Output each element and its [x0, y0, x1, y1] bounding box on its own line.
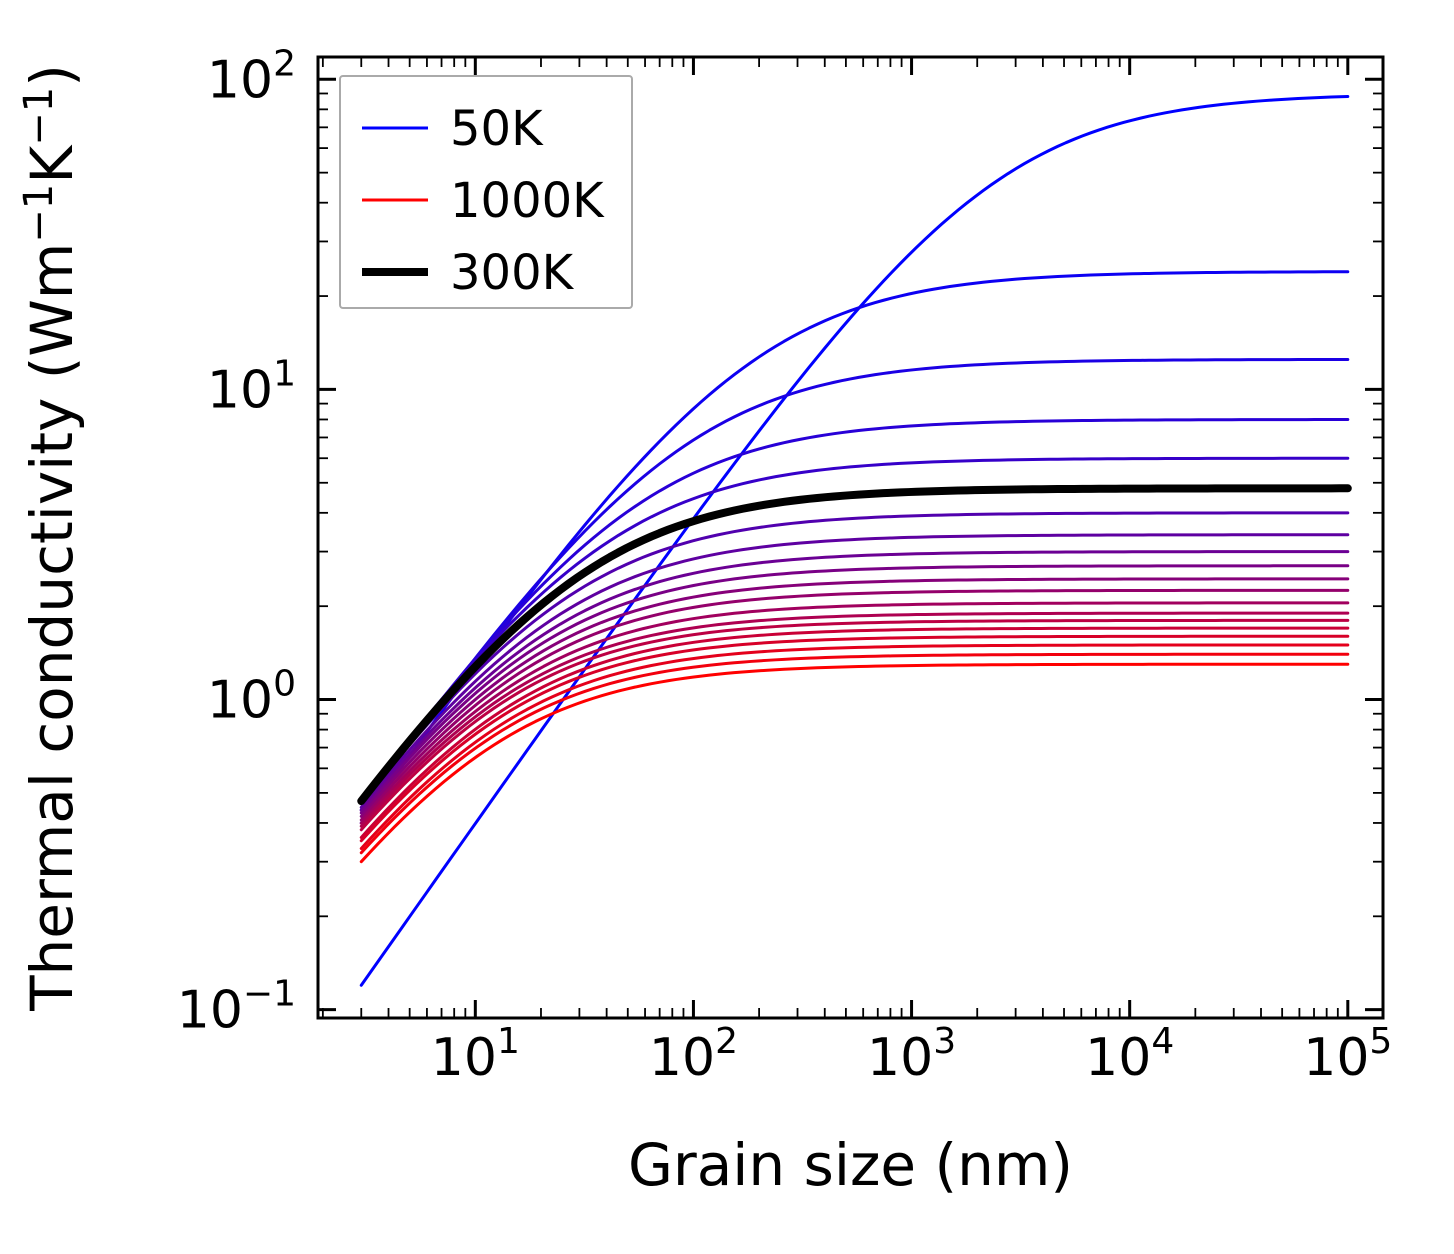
series-line-800K: [359, 626, 1350, 839]
legend-label: 1000K: [450, 173, 605, 229]
legend-box: [339, 75, 633, 309]
y-tick-label: 10−1: [177, 974, 296, 1041]
series-line-1000K: [359, 662, 1350, 864]
series-line-500K: [359, 564, 1350, 815]
series-line-650K: [359, 601, 1350, 825]
series-line-300K: [357, 484, 1352, 806]
series-line-750K: [359, 618, 1350, 832]
series-line-550K: [359, 577, 1350, 818]
series-line-200K: [359, 418, 1350, 806]
axis-ticks: [318, 57, 1383, 1018]
legend: 50K 1000K 300K: [339, 75, 633, 309]
series-line-250K: [359, 456, 1350, 802]
x-tick-label: 104: [1085, 1021, 1174, 1088]
legend-entry-300K: 300K: [362, 245, 575, 301]
x-tick-label: 103: [867, 1021, 956, 1088]
series-curves: [357, 94, 1352, 987]
series-line-700K: [359, 611, 1350, 828]
x-tick-label: 105: [1303, 1021, 1392, 1088]
y-tick-label: 102: [207, 43, 296, 110]
y-tick-label: 101: [207, 353, 296, 420]
plot-spines: [316, 55, 1385, 1020]
series-line-850K: [359, 634, 1350, 843]
x-axis-label: Grain size (nm): [628, 1131, 1073, 1199]
x-tick-label: 101: [431, 1021, 520, 1088]
series-line-150K: [359, 357, 1350, 812]
series-line-600K: [359, 588, 1350, 822]
series-line-350K: [359, 511, 1350, 806]
series-line-450K: [359, 550, 1350, 812]
series-line-100K: [359, 270, 1350, 825]
series-line-900K: [359, 643, 1350, 850]
series-line-50K: [359, 94, 1350, 987]
series-line-400K: [359, 533, 1350, 809]
y-tick-label: 100: [207, 664, 296, 731]
legend-entry-1000K: 1000K: [362, 173, 605, 229]
legend-entry-50K: 50K: [362, 101, 544, 157]
series-line-950K: [359, 652, 1350, 855]
legend-label: 50K: [450, 101, 544, 157]
y-axis-label: Thermal conductivity (Wm−1K−1): [16, 64, 86, 1012]
legend-label: 300K: [450, 245, 575, 301]
x-tick-label: 102: [649, 1021, 738, 1088]
